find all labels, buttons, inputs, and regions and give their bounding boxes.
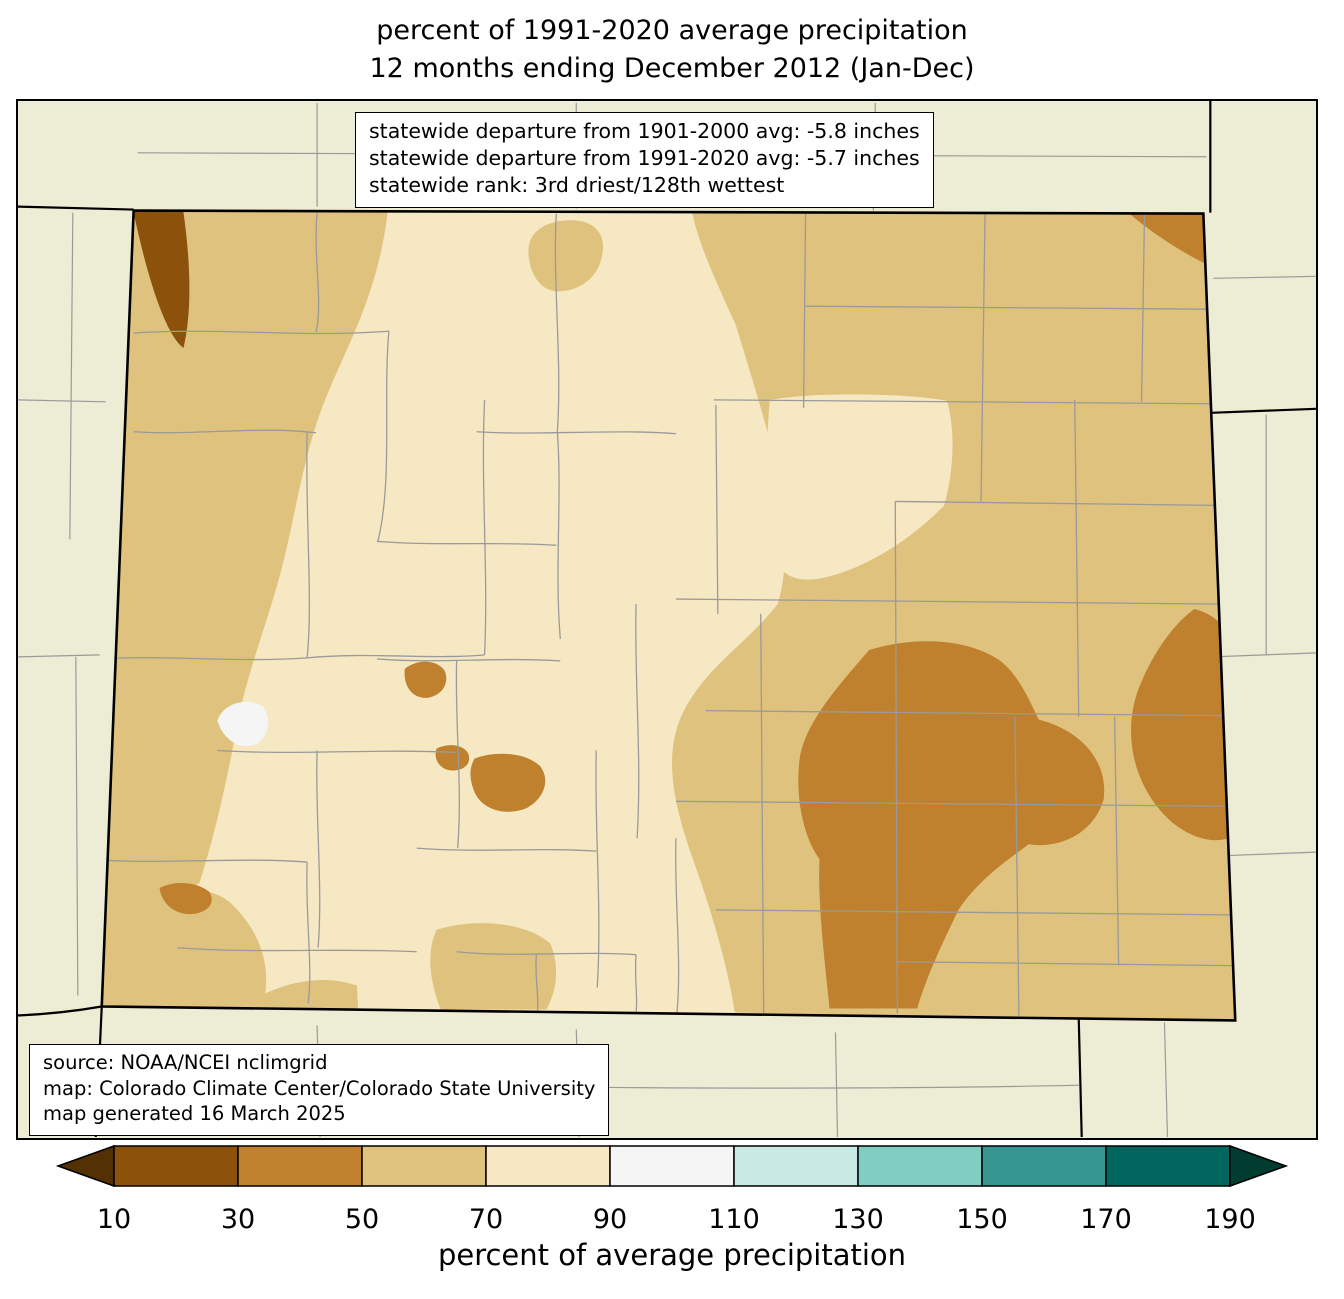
region-platte-inlet-70-90	[766, 394, 953, 580]
region-east-edge-30-50	[1131, 609, 1236, 841]
colorbar-seg-10-30	[113, 1145, 239, 1187]
colorbar: 10 30 50 70 90 110 130 150 170 190	[52, 1143, 1292, 1243]
colorbar-seg-130-150	[857, 1145, 983, 1187]
colorbar-tick-150: 150	[956, 1204, 1008, 1235]
page-title-line1: percent of 1991-2020 average precipitati…	[376, 15, 968, 46]
stats-line-departure-1901: statewide departure from 1901-2000 avg: …	[369, 119, 920, 143]
colorado-precipitation-map	[18, 101, 1316, 1138]
page-title: percent of 1991-2020 average precipitati…	[0, 12, 1344, 88]
colorbar-seg-50-70	[361, 1145, 487, 1187]
colorado-county-lines	[101, 212, 1233, 1018]
colorbar-label: percent of average precipitation	[437, 1238, 907, 1272]
region-west-band-50-70	[101, 210, 389, 904]
colorbar-tick-130: 130	[832, 1204, 884, 1235]
region-southeast-blob-30-50	[798, 641, 1105, 1009]
source-line-map: map: Colorado Climate Center/Colorado St…	[43, 1076, 596, 1100]
colorbar-tick-170: 170	[1080, 1204, 1132, 1235]
region-bottom-center-50-70	[430, 923, 557, 1010]
colorbar-tick-110: 110	[708, 1204, 760, 1235]
region-north-central-50-70	[528, 220, 604, 292]
stats-line-rank: statewide rank: 3rd driest/128th wettest	[369, 173, 785, 198]
stats-box: statewide departure from 1901-2000 avg: …	[355, 112, 934, 209]
stats-line-departure-1991: statewide departure from 1991-2020 avg: …	[369, 146, 920, 171]
map-axes-frame: statewide departure from 1901-2000 avg: …	[16, 99, 1318, 1140]
colorbar-seg-110-130	[733, 1145, 859, 1187]
region-white-patch-90-110	[217, 701, 269, 747]
colorbar-tick-190: 190	[1204, 1204, 1256, 1235]
page-title-line2: 12 months ending December 2012 (Jan-Dec)	[369, 52, 975, 84]
colorbar-tick-50: 50	[345, 1204, 379, 1235]
colorbar-seg-70-90	[485, 1145, 611, 1187]
region-west-center-dot-30-50	[404, 661, 447, 698]
colorado-state-border	[100, 209, 1237, 1022]
colorbar-tick-90: 90	[593, 1204, 627, 1235]
region-southwest-dot-30-50	[159, 883, 212, 915]
colorbar-seg-30-50	[237, 1145, 363, 1187]
colorbar-tick-70: 70	[469, 1204, 503, 1235]
colorbar-seg-90-110	[609, 1145, 735, 1187]
colorbar-arrow-left	[55, 1144, 115, 1188]
colorbar-seg-170-190	[1105, 1145, 1231, 1187]
colorbar-tick-10: 10	[97, 1204, 131, 1235]
region-northwest-streak-10-30	[129, 210, 190, 349]
region-south-center-dot2-30-50	[470, 753, 546, 812]
source-line-data: source: NOAA/NCEI nclimgrid	[43, 1051, 328, 1074]
region-northeast-corner-30-50	[1114, 210, 1225, 271]
colorbar-svg: 10 30 50 70 90 110 130 150 170 190	[55, 1144, 1289, 1235]
region-southwest-50-70	[101, 823, 359, 1021]
colorbar-arrow-right	[1229, 1144, 1289, 1188]
colorbar-tick-30: 30	[221, 1204, 255, 1235]
colorbar-seg-150-170	[981, 1145, 1107, 1187]
source-line-generated: map generated 16 March 2025	[43, 1102, 346, 1126]
source-box: source: NOAA/NCEI nclimgrid map: Colorad…	[29, 1044, 610, 1137]
